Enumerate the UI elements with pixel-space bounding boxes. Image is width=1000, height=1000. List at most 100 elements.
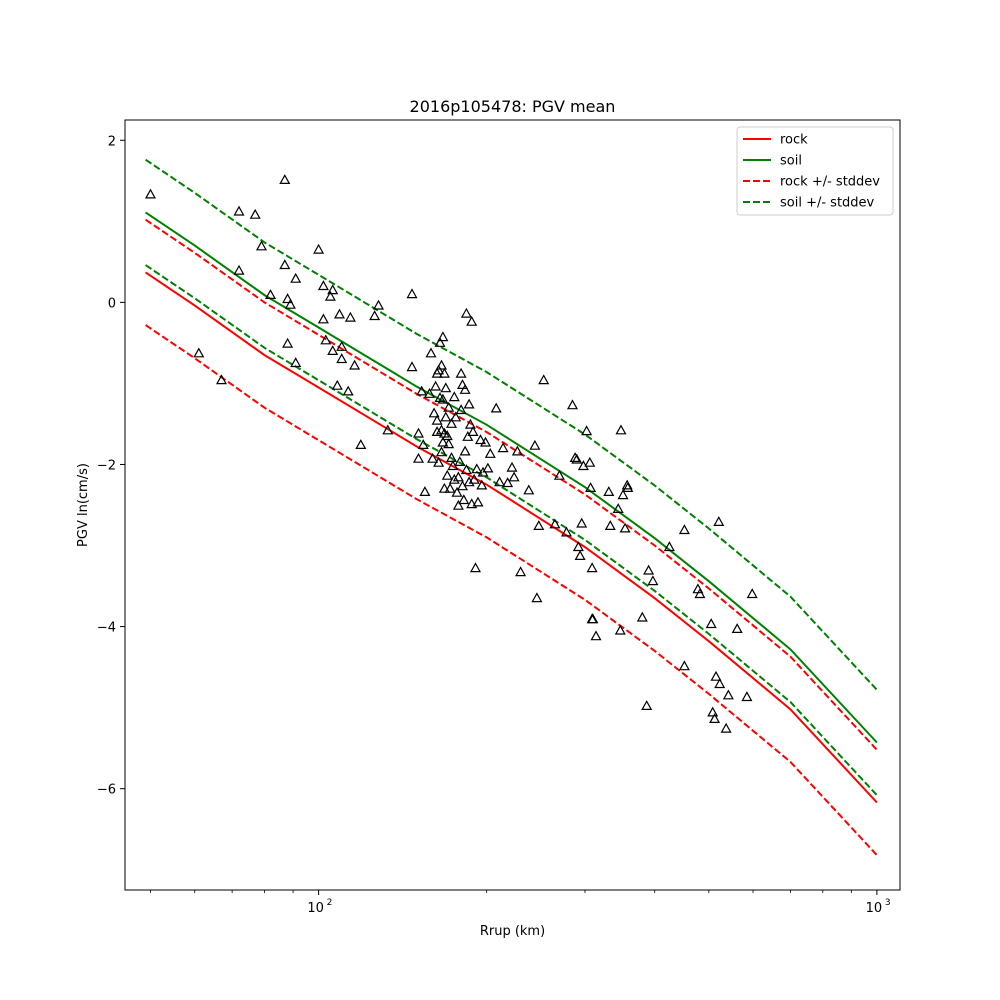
observation-point <box>249 208 261 219</box>
observation-point <box>709 713 721 724</box>
observation-point <box>636 611 648 622</box>
observation-point <box>584 456 596 467</box>
observation-point <box>469 562 482 573</box>
observation-point <box>549 518 561 529</box>
observation-point <box>615 424 627 435</box>
x-axis-ticks: 10 2 10 3 <box>150 890 891 916</box>
observation-point <box>619 522 631 533</box>
observation-point <box>433 456 445 467</box>
observation-point <box>472 496 484 507</box>
observation-point <box>440 411 452 422</box>
observation-point <box>581 425 593 436</box>
observation-point <box>746 588 758 599</box>
observation-point <box>511 445 523 456</box>
observation-point <box>438 482 450 493</box>
observation-point <box>572 541 584 552</box>
observation-point <box>425 347 437 358</box>
observation-point <box>569 452 581 462</box>
observation-point <box>455 367 467 378</box>
observation-point <box>731 623 743 634</box>
observation-point <box>553 469 565 480</box>
observation-point <box>336 353 348 364</box>
series-line-3 <box>145 324 878 856</box>
y-tick-label: −2 <box>97 458 116 473</box>
observation-point <box>508 471 520 482</box>
observation-point <box>193 347 205 358</box>
observation-point <box>320 334 332 345</box>
observation-point <box>419 486 431 496</box>
observation-point <box>327 345 339 355</box>
observation-point <box>344 311 356 322</box>
observation-point <box>279 259 291 270</box>
observation-point <box>144 188 157 199</box>
observation-point <box>586 562 598 573</box>
observation-point <box>443 401 455 412</box>
observation-point <box>576 517 588 528</box>
observation-point <box>342 385 354 396</box>
observation-point <box>458 494 470 505</box>
observation-point <box>707 706 719 717</box>
observation-point <box>333 308 346 319</box>
observation-point <box>678 660 690 671</box>
observation-point <box>349 359 361 370</box>
legend-box <box>736 126 894 216</box>
chart-title: 2016p105478: PGV mean <box>410 97 616 116</box>
observation-point <box>417 439 429 449</box>
observation-point <box>468 473 480 484</box>
observation-point <box>427 452 439 463</box>
observation-point <box>336 340 348 351</box>
observation-point <box>663 541 675 552</box>
observation-point <box>467 426 479 436</box>
observation-point <box>435 446 448 457</box>
y-tick-label: 0 <box>108 296 116 311</box>
observation-point <box>741 691 753 702</box>
observation-point <box>476 479 488 490</box>
observation-point <box>460 464 472 475</box>
observation-point <box>369 310 381 321</box>
observation-point <box>215 374 228 385</box>
observation-point <box>431 426 443 436</box>
observation-point <box>331 379 343 390</box>
observation-point <box>382 424 394 435</box>
observation-point <box>529 439 541 450</box>
observation-point <box>327 284 339 295</box>
legend-label: soil <box>780 154 802 169</box>
observation-point <box>428 407 440 418</box>
observation-point <box>437 331 449 342</box>
observation-point <box>479 436 492 447</box>
observation-point <box>463 398 475 409</box>
observation-point <box>574 550 586 561</box>
observation-point <box>459 383 471 394</box>
x-tick-exponent: 3 <box>885 898 891 908</box>
observation-point <box>585 482 597 492</box>
observation-point <box>451 486 463 497</box>
observation-point <box>406 288 418 299</box>
observation-point <box>464 418 476 429</box>
series-line-4 <box>145 158 878 691</box>
observation-point <box>531 592 543 603</box>
observation-point <box>471 463 483 474</box>
observation-point <box>466 315 478 326</box>
observation-point <box>406 361 418 372</box>
observation-point <box>612 503 624 514</box>
observation-point <box>233 205 245 216</box>
observation-point <box>355 439 367 449</box>
observation-point <box>431 414 443 425</box>
y-tick-label: −4 <box>97 621 116 636</box>
observation-point <box>722 689 734 700</box>
observation-point <box>604 520 616 531</box>
observation-point <box>533 520 545 531</box>
observation-point <box>284 298 296 309</box>
observation-point <box>694 588 706 599</box>
observation-point <box>647 575 659 586</box>
legend-label: rock +/- stddev <box>780 175 880 190</box>
observation-point <box>317 280 329 291</box>
x-tick-label: 10 <box>307 901 324 916</box>
observation-point <box>412 427 425 438</box>
observation-point <box>448 473 460 484</box>
observation-point <box>264 289 277 299</box>
observation-point <box>444 482 456 493</box>
observation-point <box>440 382 452 393</box>
observation-point <box>641 700 653 711</box>
